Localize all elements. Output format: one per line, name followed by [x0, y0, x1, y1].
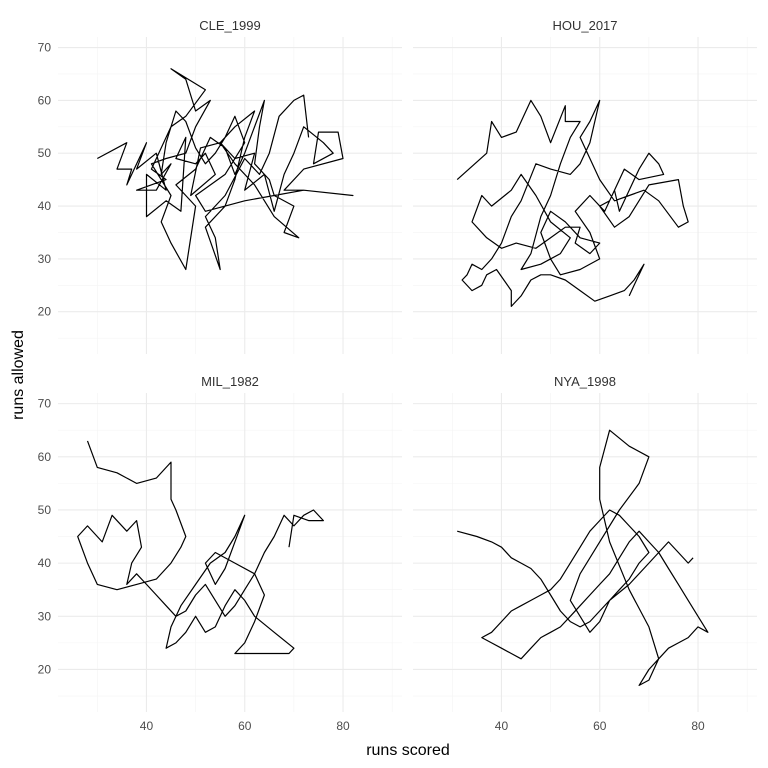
grid-mil-1982 — [58, 393, 402, 712]
series-line-cle-1999 — [97, 68, 354, 271]
y-tick-label: 20 — [38, 305, 52, 319]
y-tick-label: 70 — [38, 397, 52, 411]
y-tick-label: 60 — [38, 450, 52, 464]
facet-title-nya-1998: NYA_1998 — [554, 374, 616, 389]
y-tick-label: 20 — [38, 662, 52, 676]
x-ticks-nya-1998: 40 60 80 — [495, 719, 705, 733]
y-tick-label: 70 — [38, 41, 52, 55]
panel-nya-1998: NYA_1998 40 60 80 — [413, 374, 757, 733]
y-axis-title: runs allowed — [10, 330, 27, 420]
y-tick-label: 60 — [38, 93, 52, 107]
x-tick-label: 60 — [238, 719, 252, 733]
series-line-nya-1998 — [457, 429, 709, 686]
y-tick-label: 40 — [38, 199, 52, 213]
grid-nya-1998 — [413, 393, 757, 712]
y-ticks-cle-1999: 20 30 40 50 60 70 — [38, 41, 52, 319]
y-tick-label: 30 — [38, 252, 52, 266]
facet-title-hou-2017: HOU_2017 — [552, 18, 617, 33]
y-ticks-mil-1982: 20 30 40 50 60 70 — [38, 397, 52, 677]
y-tick-label: 40 — [38, 556, 52, 570]
x-ticks-mil-1982: 40 60 80 — [140, 719, 350, 733]
panel-hou-2017: HOU_2017 — [413, 18, 757, 354]
x-tick-label: 80 — [691, 719, 705, 733]
y-tick-label: 30 — [38, 609, 52, 623]
x-tick-label: 60 — [593, 719, 607, 733]
y-tick-label: 50 — [38, 146, 52, 160]
facet-title-cle-1999: CLE_1999 — [199, 18, 260, 33]
series-line-mil-1982 — [77, 440, 324, 655]
panel-mil-1982: MIL_1982 20 30 40 50 60 70 40 60 80 — [38, 374, 402, 733]
grid-hou-2017 — [413, 37, 757, 354]
x-tick-label: 40 — [495, 719, 509, 733]
x-tick-label: 40 — [140, 719, 154, 733]
series-line-hou-2017 — [456, 99, 689, 307]
facet-title-mil-1982: MIL_1982 — [201, 374, 259, 389]
x-tick-label: 80 — [336, 719, 350, 733]
y-tick-label: 50 — [38, 503, 52, 517]
x-axis-title: runs scored — [366, 742, 450, 759]
panel-cle-1999: CLE_1999 20 30 40 50 60 70 — [38, 18, 402, 354]
